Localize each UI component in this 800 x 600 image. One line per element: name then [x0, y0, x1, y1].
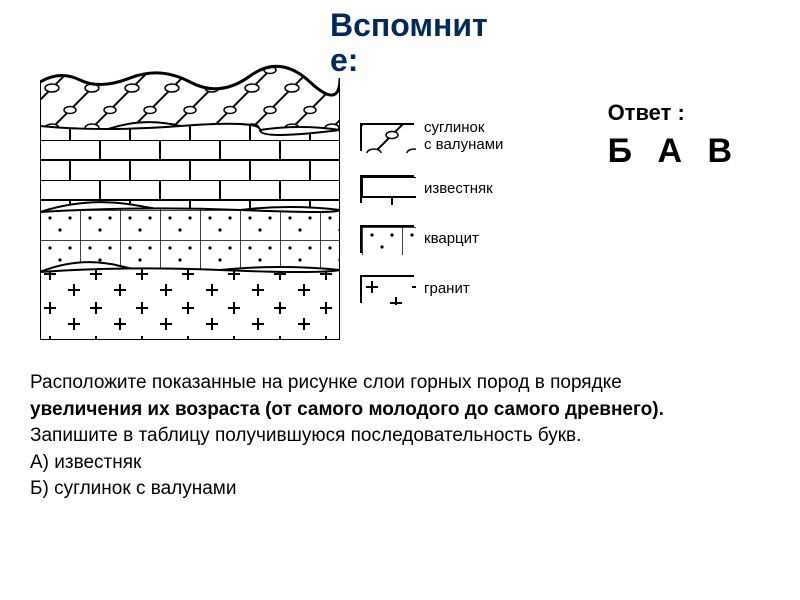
legend-row-quartzite: кварцит — [360, 225, 540, 253]
answer-block: Ответ : Б А В — [608, 100, 740, 171]
q-optB: Б) суглинок с валунами — [30, 476, 770, 503]
layer-limestone — [40, 124, 340, 213]
legend: суглинокс валунами известняк кварцит гра… — [360, 120, 540, 325]
legend-label-quartzite: кварцит — [424, 231, 479, 248]
legend-label-limestone: известняк — [424, 181, 493, 198]
legend-label-granite: гранит — [424, 281, 470, 298]
layer-granite — [40, 268, 340, 340]
answer-value: Б А В — [608, 132, 740, 171]
title-l1: Вспомнит — [330, 7, 488, 43]
q-line3: Запишите в таблицу получившуюся последов… — [30, 423, 770, 450]
legend-row-loam: суглинокс валунами — [360, 120, 540, 153]
legend-row-granite: гранит — [360, 275, 540, 303]
answer-label: Ответ : — [608, 100, 740, 126]
question-text: Расположите показанные на рисунке слои г… — [30, 370, 770, 503]
legend-label-loam: суглинокс валунами — [424, 120, 503, 153]
legend-swatch-quartzite — [360, 225, 414, 253]
legend-row-limestone: известняк — [360, 175, 540, 203]
strata-diagram — [40, 60, 340, 340]
legend-swatch-granite — [360, 275, 414, 303]
q-line2-bold: увеличения их возраста (от самого молодо… — [30, 397, 770, 424]
q-line1: Расположите показанные на рисунке слои г… — [30, 370, 770, 397]
legend-swatch-limestone — [360, 175, 414, 203]
layer-quartzite — [40, 208, 340, 272]
q-optA: А) известняк — [30, 450, 770, 477]
legend-swatch-loam — [360, 123, 414, 151]
diagram-area: суглинокс валунами известняк кварцит гра… — [40, 60, 500, 340]
